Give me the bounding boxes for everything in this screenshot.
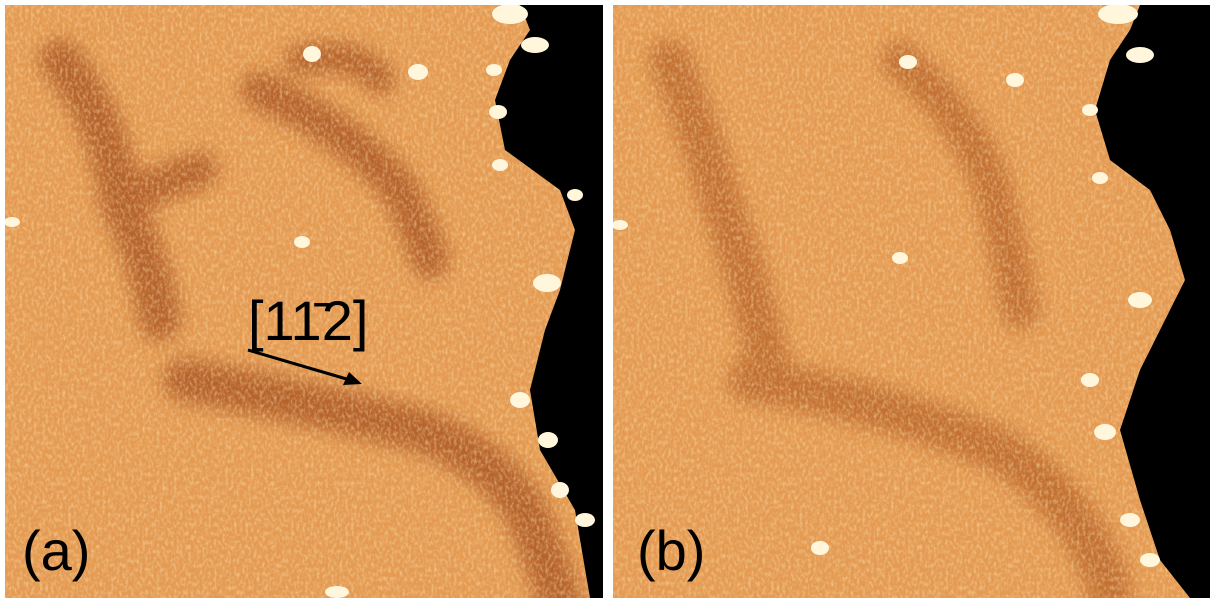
panel-label: (a) — [22, 519, 90, 582]
direction-label: [11̄2] — [248, 289, 368, 352]
panel-b-void — [1095, 5, 1210, 598]
direction-arrowhead — [343, 372, 362, 385]
panel-label: (b) — [637, 519, 705, 582]
panel-a-image — [5, 5, 603, 598]
panel-b-image — [613, 5, 1210, 598]
panel-b-adatoms — [613, 5, 1160, 567]
panel-a-adatoms — [5, 5, 595, 598]
direction-arrow — [247, 348, 351, 382]
panel-a-void — [495, 5, 603, 598]
